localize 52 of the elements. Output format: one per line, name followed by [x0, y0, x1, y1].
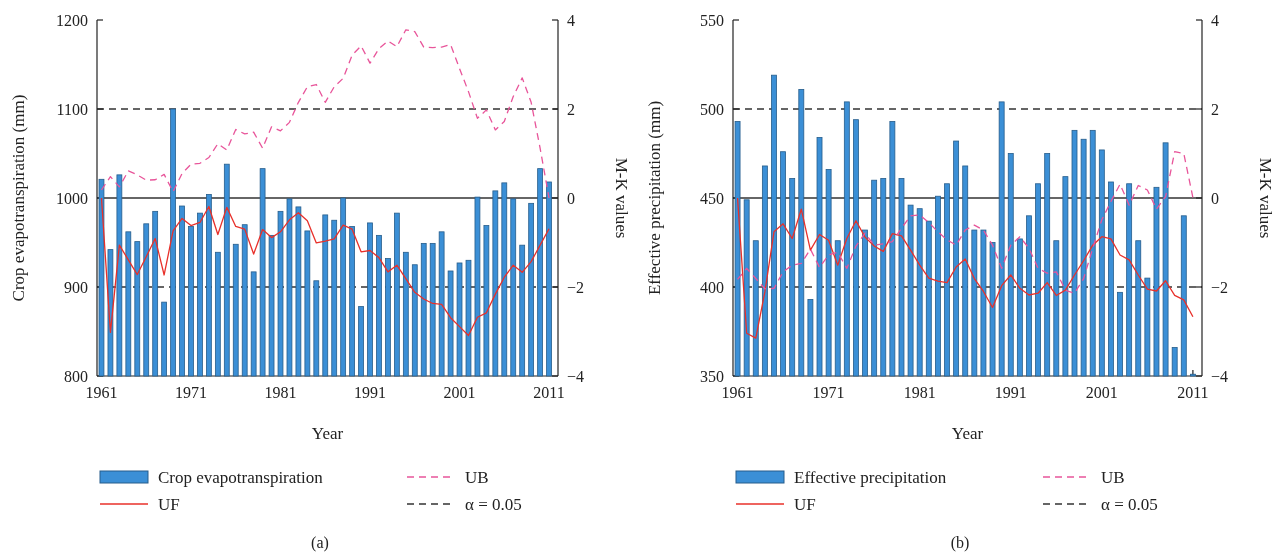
x-tick-label: 1961 — [721, 384, 754, 401]
y2-axis-title: M-K values — [612, 157, 631, 239]
x-tick-label: 1971 — [174, 384, 207, 401]
legend-label: Crop evapotranspiration — [158, 468, 324, 487]
x-tick-label: 1981 — [903, 384, 936, 401]
legend-label: UB — [465, 468, 489, 487]
y2-tick-label: 4 — [567, 11, 575, 29]
text: α = 0.05 — [465, 495, 522, 514]
y2-tick-label: −2 — [1211, 278, 1229, 296]
x-axis-title: Year — [951, 424, 984, 443]
y-tick-label: 350 — [700, 367, 724, 385]
x-tick-label: 2001 — [1085, 384, 1118, 401]
y-tick-label: 900 — [64, 278, 88, 296]
y2-tick-label: 2 — [567, 100, 575, 118]
y2-tick-label: 2 — [1211, 100, 1219, 118]
x-tick-label: 1961 — [85, 384, 118, 401]
y2-tick-label: 0 — [567, 189, 575, 207]
legend-label: UF — [158, 495, 180, 514]
line-series — [100, 29, 550, 199]
y-tick-label: 800 — [64, 367, 88, 385]
line-series — [736, 197, 1194, 339]
y-tick-label: 450 — [700, 189, 724, 207]
y-tick-label: 1100 — [56, 100, 88, 118]
text: (a) — [311, 534, 329, 552]
x-tick-label: 1981 — [264, 384, 297, 401]
y-axis-title: Effective precipitation (mm) — [645, 100, 664, 296]
y-tick-label: 500 — [700, 100, 724, 118]
line-series — [100, 197, 550, 337]
x-tick-label: 1991 — [354, 384, 387, 401]
y2-tick-label: −4 — [567, 367, 585, 385]
y-axis-title: Crop evapotranspiration (mm) — [9, 94, 28, 302]
legend-label: UF — [794, 495, 816, 514]
y-tick-label: 1200 — [56, 11, 88, 29]
text: α = 0.05 — [1101, 495, 1158, 514]
y2-tick-label: 0 — [1211, 189, 1219, 207]
x-tick-label: 2011 — [1177, 384, 1209, 401]
x-tick-label: 2001 — [443, 384, 476, 401]
y2-tick-label: −2 — [567, 278, 585, 296]
y-tick-label: 1000 — [56, 189, 88, 207]
x-tick-label: 2011 — [533, 384, 565, 401]
x-tick-label: 1971 — [812, 384, 845, 401]
legend-label: Effective precipitation — [794, 468, 947, 487]
legend-label: UB — [1101, 468, 1125, 487]
y-tick-label: 400 — [700, 278, 724, 296]
line-series — [736, 151, 1194, 294]
y-tick-label: 550 — [700, 11, 724, 29]
x-tick-label: 1991 — [994, 384, 1027, 401]
text: (b) — [950, 534, 970, 552]
y2-axis-title: M-K values — [1256, 157, 1275, 239]
x-axis-title: Year — [311, 424, 344, 443]
y2-tick-label: −4 — [1211, 367, 1229, 385]
y2-tick-label: 4 — [1211, 11, 1219, 29]
